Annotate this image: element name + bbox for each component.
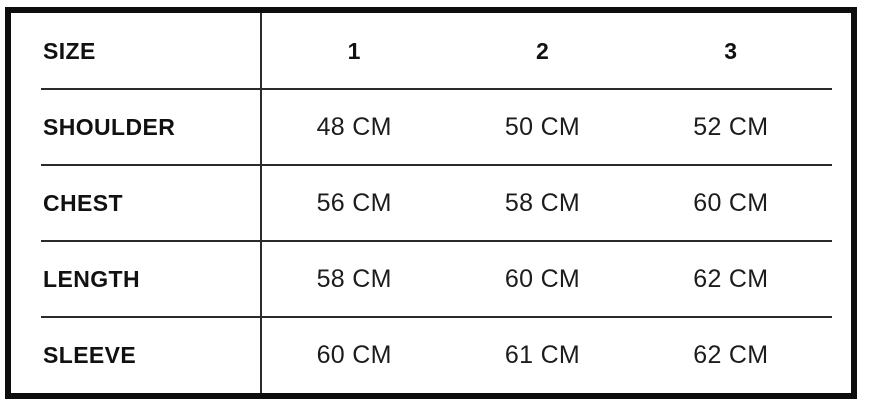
shoulder-size-3-value: 52 CM [693,112,769,141]
sleeve-size-3-value: 62 CM [693,340,769,369]
header-col-1: 1 [347,37,361,64]
row-label-shoulder: SHOULDER [43,113,176,140]
row-label-chest: CHEST [43,189,123,216]
row-values-chest: 56 CM 58 CM 60 CM [260,189,851,218]
length-size-3-value: 62 CM [693,264,769,293]
table-row-shoulder: SHOULDER 48 CM 50 CM 52 CM [11,88,851,165]
row-values-length: 58 CM 60 CM 62 CM [260,265,851,294]
chest-size-2-value: 58 CM [504,188,581,217]
chest-size-1-value: 56 CM [316,188,392,217]
table-row-chest: CHEST 56 CM 58 CM 60 CM [11,164,851,241]
row-separator-line [41,88,832,90]
column-divider-line [260,13,262,393]
length-size-2-value: 60 CM [504,264,581,293]
row-label-sleeve: SLEEVE [43,341,137,368]
shoulder-size-2-value: 50 CM [504,112,581,141]
row-separator-line [41,316,832,318]
size-chart-frame: SIZE 1 2 3 SHOULDER 48 CM 50 CM 52 CM CH… [5,7,857,399]
sleeve-size-1-value: 60 CM [316,340,392,369]
row-separator-line [41,240,832,242]
header-col-2: 2 [535,37,550,64]
header-size-label: SIZE [43,37,96,64]
header-col-3: 3 [724,37,738,64]
chest-size-3-value: 60 CM [693,188,769,217]
header-values: 1 2 3 [260,38,851,65]
size-chart-table: SIZE 1 2 3 SHOULDER 48 CM 50 CM 52 CM CH… [11,13,851,393]
length-size-1-value: 58 CM [316,264,392,293]
header-row: SIZE 1 2 3 [11,13,851,89]
table-row-length: LENGTH 58 CM 60 CM 62 CM [11,240,851,317]
row-label-length: LENGTH [43,265,140,292]
table-row-sleeve: SLEEVE 60 CM 61 CM 62 CM [11,316,851,393]
row-values-sleeve: 60 CM 61 CM 62 CM [260,341,851,370]
sleeve-size-2-value: 61 CM [504,340,581,369]
row-separator-line [41,164,832,166]
row-values-shoulder: 48 CM 50 CM 52 CM [260,113,851,142]
shoulder-size-1-value: 48 CM [316,112,392,141]
